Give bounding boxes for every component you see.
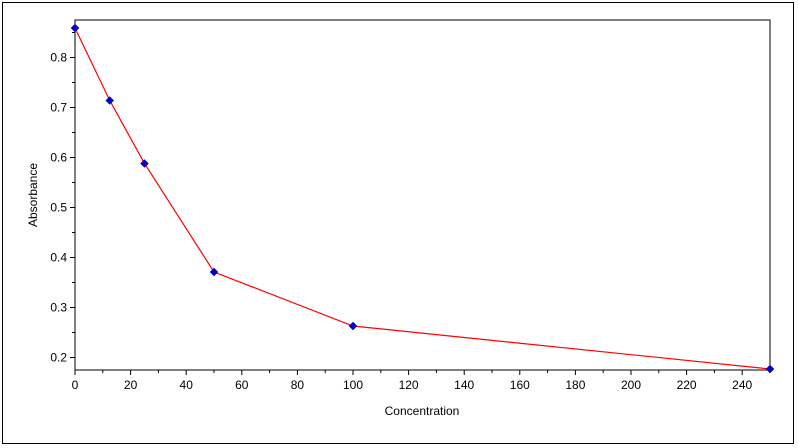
data-point <box>105 96 115 105</box>
data-point <box>70 23 80 33</box>
y-tick-label: 0.7 <box>50 101 67 115</box>
data-point <box>209 267 219 277</box>
x-tick-label: 160 <box>510 378 530 392</box>
x-tick-label: 80 <box>291 378 305 392</box>
x-tick-label: 20 <box>124 378 138 392</box>
y-tick-label: 0.5 <box>50 201 67 215</box>
x-tick-label: 100 <box>343 378 363 392</box>
y-tick-label: 0.8 <box>50 51 67 65</box>
series-layer <box>70 23 775 374</box>
y-tick-label: 0.2 <box>50 351 67 365</box>
y-axis: 0.2 0.3 0.4 0.5 0.6 0.7 0.8 <box>50 32 75 365</box>
x-tick-label: 200 <box>621 378 641 392</box>
plot-area <box>74 19 771 371</box>
data-point <box>348 321 358 331</box>
series-line <box>74 27 771 370</box>
y-tick-label: 0.6 <box>50 151 67 165</box>
y-tick-label: 0.3 <box>50 301 67 315</box>
y-tick-label: 0.4 <box>50 251 67 265</box>
x-tick-label: 220 <box>677 378 697 392</box>
data-point <box>140 159 149 168</box>
x-tick-label: 140 <box>454 378 474 392</box>
x-axis-title: Concentration <box>385 404 460 418</box>
data-point <box>765 364 775 374</box>
x-tick-label: 60 <box>235 378 249 392</box>
y-axis-title: Absorbance <box>26 163 40 227</box>
x-tick-label: 0 <box>72 378 79 392</box>
x-tick-label: 180 <box>565 378 585 392</box>
x-tick-label: 40 <box>180 378 194 392</box>
x-axis: 0 20 40 60 80 100 120 140 160 180 200 220 240 <box>72 370 753 392</box>
x-tick-label: 240 <box>732 378 752 392</box>
x-tick-label: 120 <box>399 378 419 392</box>
